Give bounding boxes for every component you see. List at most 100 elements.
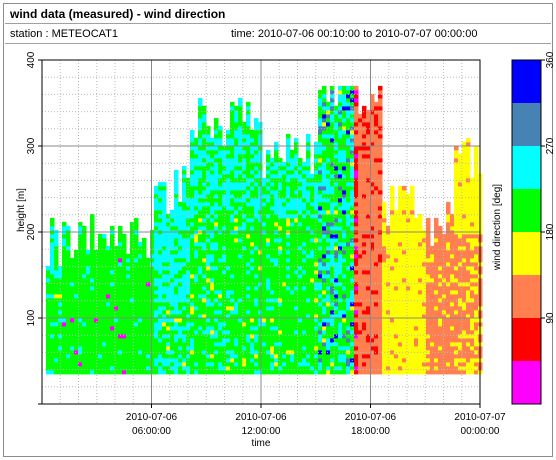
heatmap-cell xyxy=(346,181,351,187)
heatmap-cell xyxy=(154,329,159,335)
heatmap-cell xyxy=(430,337,435,343)
heatmap-cell xyxy=(426,225,431,231)
heatmap-cell xyxy=(350,241,355,247)
heatmap-cell xyxy=(50,245,55,251)
heatmap-cell xyxy=(266,309,271,315)
heatmap-cell xyxy=(166,341,171,347)
heatmap-cell xyxy=(278,241,283,247)
heatmap-cell xyxy=(334,109,339,115)
heatmap-cell xyxy=(306,193,311,199)
heatmap-cell xyxy=(278,305,283,311)
heatmap-cell xyxy=(414,341,419,347)
heatmap-cell xyxy=(282,209,287,215)
heatmap-cell xyxy=(62,221,67,227)
heatmap-cell xyxy=(370,173,375,179)
heatmap-cell xyxy=(178,237,183,243)
heatmap-cell xyxy=(394,257,399,263)
heatmap-cell xyxy=(82,305,87,311)
heatmap-cell xyxy=(246,149,251,155)
heatmap-cell xyxy=(354,201,359,207)
heatmap-cell xyxy=(258,245,263,251)
heatmap-cell xyxy=(306,325,311,331)
heatmap-cell xyxy=(286,241,291,247)
heatmap-cell xyxy=(174,201,179,207)
heatmap-cell xyxy=(218,185,223,191)
heatmap-cell xyxy=(342,137,347,143)
heatmap-cell xyxy=(434,333,439,339)
heatmap-cell xyxy=(298,261,303,267)
heatmap-cell xyxy=(342,341,347,347)
heatmap-cell xyxy=(410,297,415,303)
heatmap-cell xyxy=(74,369,79,375)
heatmap-cell xyxy=(254,357,259,363)
heatmap-cell xyxy=(382,357,387,363)
heatmap-cell xyxy=(54,349,59,355)
heatmap-cell xyxy=(202,205,207,211)
heatmap-cell xyxy=(266,361,271,367)
heatmap-cell xyxy=(306,317,311,323)
heatmap-cell xyxy=(262,197,267,203)
heatmap-cell xyxy=(406,329,411,335)
heatmap-cell xyxy=(362,265,367,271)
heatmap-cell xyxy=(402,317,407,323)
heatmap-cell xyxy=(378,301,383,307)
heatmap-cell xyxy=(230,317,235,323)
heatmap-cell xyxy=(318,117,323,123)
heatmap-cell xyxy=(98,329,103,335)
heatmap-cell xyxy=(346,145,351,151)
heatmap-cell xyxy=(74,361,79,367)
heatmap-cell xyxy=(190,133,195,139)
heatmap-cell xyxy=(230,201,235,207)
heatmap-cell xyxy=(82,261,87,267)
heatmap-cell xyxy=(86,337,91,343)
heatmap-cell xyxy=(362,313,367,319)
heatmap-cell xyxy=(278,285,283,291)
heatmap-cell xyxy=(150,357,155,363)
heatmap-cell xyxy=(242,333,247,339)
heatmap-cell xyxy=(390,253,395,259)
heatmap-cell xyxy=(310,273,315,279)
heatmap-cell xyxy=(70,313,75,319)
heatmap-cell xyxy=(246,189,251,195)
heatmap-cell xyxy=(234,285,239,291)
heatmap-cell xyxy=(430,365,435,371)
heatmap-cell xyxy=(314,325,319,331)
heatmap-cell xyxy=(70,269,75,275)
heatmap-cell xyxy=(230,225,235,231)
heatmap-cell xyxy=(270,353,275,359)
heatmap-cell xyxy=(166,345,171,351)
heatmap-cell xyxy=(110,289,115,295)
heatmap-cell xyxy=(210,321,215,327)
heatmap-cell xyxy=(254,189,259,195)
heatmap-cell xyxy=(274,161,279,167)
heatmap-cell xyxy=(242,201,247,207)
heatmap-cell xyxy=(350,113,355,119)
heatmap-cell xyxy=(122,253,127,259)
heatmap-cell xyxy=(206,305,211,311)
heatmap-cell xyxy=(86,249,91,255)
heatmap-cell xyxy=(166,325,171,331)
heatmap-cell xyxy=(398,341,403,347)
heatmap-cell xyxy=(290,333,295,339)
heatmap-cell xyxy=(410,257,415,263)
heatmap-cell xyxy=(370,117,375,123)
heatmap-cell xyxy=(438,237,443,243)
heatmap-cell xyxy=(310,369,315,375)
heatmap-cell xyxy=(334,173,339,179)
heatmap-cell xyxy=(150,365,155,371)
heatmap-cell xyxy=(126,297,131,303)
heatmap-cell xyxy=(206,321,211,327)
heatmap-cell xyxy=(430,341,435,347)
heatmap-cell xyxy=(114,341,119,347)
heatmap-cell xyxy=(102,345,107,351)
heatmap-cell xyxy=(166,357,171,363)
heatmap-cell xyxy=(282,341,287,347)
heatmap-cell xyxy=(418,357,423,363)
heatmap-cell xyxy=(294,361,299,367)
heatmap-cell xyxy=(190,293,195,299)
heatmap-cell xyxy=(374,165,379,171)
heatmap-cell xyxy=(350,361,355,367)
heatmap-cell xyxy=(338,317,343,323)
heatmap-cell xyxy=(226,273,231,279)
heatmap-cell xyxy=(130,317,135,323)
